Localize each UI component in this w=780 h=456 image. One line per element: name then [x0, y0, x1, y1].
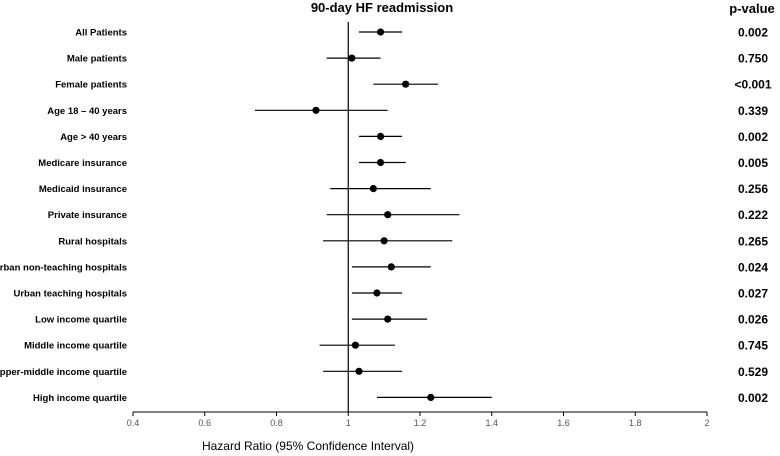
forest-row: Middle income quartile 0.745	[24, 339, 768, 353]
x-tick-label: 1.4	[485, 418, 498, 428]
hazard-ratio-point	[369, 185, 377, 193]
row-label: Low income quartile	[35, 315, 127, 326]
row-label: Medicare insurance	[38, 158, 127, 169]
forest-row: Private insurance 0.222	[48, 208, 769, 222]
row-pvalue: 0.002	[738, 130, 768, 144]
hazard-ratio-point	[376, 28, 385, 36]
hazard-ratio-point	[387, 263, 395, 271]
forest-row: Medicaid insurance 0.256	[39, 182, 769, 196]
hazard-ratio-point	[376, 158, 385, 167]
hazard-ratio-point	[402, 80, 410, 88]
hazard-ratio-point	[312, 106, 320, 114]
pvalue-header: p-value	[729, 1, 775, 16]
row-pvalue: 0.026	[738, 313, 768, 327]
forest-row: Rural hospitals 0.265	[58, 234, 768, 248]
x-tick-label: 1.8	[629, 418, 642, 428]
hazard-ratio-point	[376, 132, 385, 140]
chart-title: 90-day HF readmission	[311, 0, 453, 15]
row-pvalue: 0.750	[738, 52, 768, 66]
row-pvalue: 0.222	[738, 208, 768, 222]
row-pvalue: <0.001	[734, 78, 771, 92]
row-label: Rural hospitals	[58, 236, 127, 247]
x-tick-label: 2	[704, 418, 709, 428]
forest-row: Upper-middle income quartile 0.529	[0, 365, 768, 379]
hazard-ratio-point	[351, 341, 360, 349]
x-tick-label: 1.2	[414, 418, 427, 428]
row-label: Female patients	[55, 80, 127, 91]
row-pvalue: 0.024	[738, 260, 768, 274]
forest-row: Female patients <0.001	[55, 78, 772, 92]
forest-row: Medicare insurance 0.005	[38, 156, 768, 170]
x-tick-label: 0.8	[270, 418, 283, 428]
forest-row: All Patients 0.002	[75, 26, 768, 40]
row-label: Medicaid insurance	[39, 184, 127, 195]
x-tick-label: 1.6	[557, 418, 570, 428]
row-label: High income quartile	[33, 393, 127, 404]
row-label: Private insurance	[48, 210, 127, 221]
row-label: Urban non-teaching hospitals	[0, 262, 127, 273]
row-label: Upper-middle income quartile	[0, 367, 127, 378]
row-label: Male patients	[67, 54, 127, 65]
hazard-ratio-point	[380, 237, 388, 245]
hazard-ratio-point	[355, 367, 363, 375]
row-label: All Patients	[75, 28, 127, 39]
row-pvalue: 0.256	[738, 182, 768, 196]
row-pvalue: 0.005	[738, 156, 768, 170]
rows-layer: All Patients 0.002 Male patients 0.750 Femal…	[0, 22, 772, 412]
row-label: Middle income quartile	[24, 341, 127, 352]
forest-row: Urban teaching hospitals 0.027	[14, 287, 769, 301]
x-axis: 0.4 0.6 0.8 1 1.2 1.4 1.6 1.8 2	[127, 411, 710, 428]
row-pvalue: 0.745	[738, 339, 768, 353]
hazard-ratio-point	[384, 315, 392, 323]
row-label: Urban teaching hospitals	[14, 289, 128, 300]
row-pvalue: 0.339	[738, 104, 768, 118]
hazard-ratio-point	[427, 393, 435, 401]
row-pvalue: 0.027	[738, 287, 768, 301]
hazard-ratio-point	[384, 211, 392, 219]
row-pvalue: 0.265	[738, 234, 768, 248]
hazard-ratio-point	[348, 54, 356, 62]
forest-row: Age > 40 years 0.002	[60, 130, 768, 144]
x-axis-label: Hazard Ratio (95% Confidence Interval)	[202, 439, 414, 453]
row-label: Age 18 – 40 years	[47, 106, 127, 117]
forest-row: High income quartile 0.002	[33, 391, 768, 405]
row-label: Age > 40 years	[60, 132, 127, 143]
hazard-ratio-point	[373, 289, 381, 297]
row-pvalue: 0.529	[738, 365, 768, 379]
row-pvalue: 0.002	[738, 391, 768, 405]
row-pvalue: 0.002	[738, 26, 768, 40]
forest-row: Low income quartile 0.026	[35, 313, 768, 327]
x-tick-label: 0.4	[127, 418, 140, 428]
x-tick-label: 0.6	[198, 418, 211, 428]
x-tick-label: 1	[346, 418, 351, 428]
forest-row: Age 18 – 40 years 0.339	[47, 104, 768, 118]
forest-row: Male patients 0.750	[67, 52, 769, 66]
forest-row: Urban non-teaching hospitals 0.024	[0, 260, 768, 274]
